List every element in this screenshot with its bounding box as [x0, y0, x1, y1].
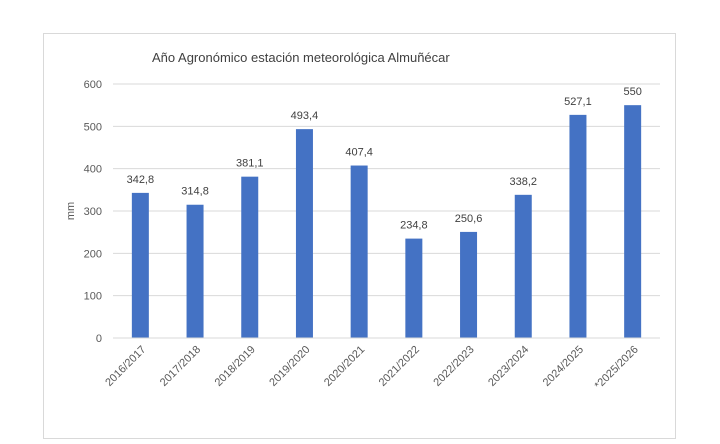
- y-tick-label: 300: [84, 206, 102, 218]
- x-tick-label: 2022/2023: [431, 344, 476, 389]
- y-tick-label: 100: [84, 291, 102, 303]
- data-label: 550: [623, 86, 641, 98]
- x-tick-label: 2018/2019: [213, 344, 258, 389]
- x-tick-label: 2017/2018: [158, 344, 203, 389]
- bar: [295, 129, 313, 338]
- y-tick-label: 200: [84, 248, 102, 260]
- x-tick-label: 2023/2024: [486, 344, 531, 389]
- data-label: 381,1: [236, 158, 264, 170]
- y-tick-label: 0: [96, 333, 102, 345]
- data-label: 234,8: [400, 220, 428, 232]
- data-label: 250,6: [455, 213, 483, 225]
- bar: [624, 105, 642, 339]
- x-tick-label: 2019/2020: [267, 344, 312, 389]
- y-tick-label: 500: [84, 121, 102, 133]
- data-label: 493,4: [291, 110, 319, 122]
- bar: [405, 238, 423, 338]
- data-label: 314,8: [181, 186, 209, 198]
- chart-title: Año Agronómico estación meteorológica Al…: [152, 50, 450, 65]
- bar: [131, 192, 149, 338]
- bars: [131, 105, 642, 339]
- x-tick-label: 2024/2025: [541, 344, 586, 389]
- bar: [186, 204, 204, 338]
- bar: [241, 176, 259, 338]
- y-axis-label: mm: [65, 202, 77, 220]
- x-axis-ticks: 2016/2017 2017/2018 2018/2019 2019/2020 2020…: [103, 344, 641, 392]
- gridlines: [113, 83, 660, 297]
- data-label: 342,8: [127, 174, 155, 186]
- x-tick-label: 2021/2022: [377, 344, 422, 389]
- data-label: 527,1: [564, 96, 592, 108]
- data-labels: 342,8 314,8 381,1 493,4 407,4 234,8 250,6 338,2…: [127, 86, 642, 231]
- x-tick-label: *2025/2026: [592, 344, 640, 392]
- y-tick-label: 400: [84, 164, 102, 176]
- x-tick-label: 2016/2017: [103, 344, 148, 389]
- bar: [514, 194, 532, 338]
- bar: [350, 165, 368, 338]
- x-tick-label: 2020/2021: [322, 344, 367, 389]
- data-label: 407,4: [345, 147, 373, 159]
- y-axis-ticks: 0 100 200 300 400 500 600: [84, 79, 102, 345]
- bar: [569, 114, 587, 339]
- bar: [460, 231, 478, 338]
- y-tick-label: 600: [84, 79, 102, 91]
- data-label: 338,2: [509, 176, 537, 188]
